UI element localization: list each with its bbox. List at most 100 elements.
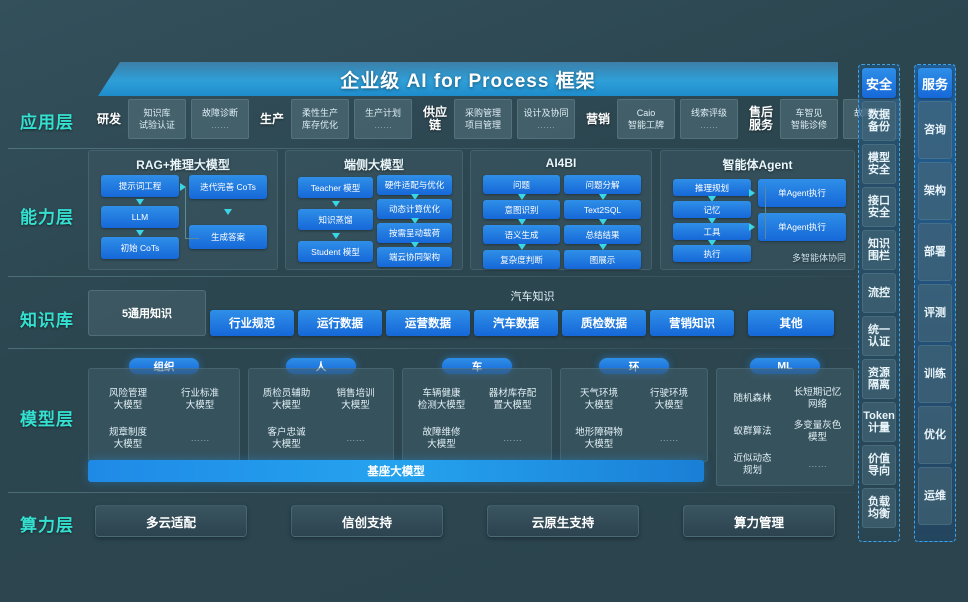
model-item[interactable]: 多变量灰色 模型 xyxy=(793,419,842,443)
service-rail-item[interactable]: 训练 xyxy=(918,345,952,403)
model-item[interactable]: 行驶环境 大模型 xyxy=(649,387,688,411)
layer-label-knowledge: 知识库 xyxy=(20,311,74,330)
model-item[interactable]: 随机森林 xyxy=(733,392,772,404)
capability-node[interactable]: Teacher 模型 xyxy=(298,177,373,198)
capability-node[interactable]: 迭代完善 CoTs xyxy=(189,175,267,199)
flow-arrow-down-icon xyxy=(517,219,526,225)
service-rail-item[interactable]: 架构 xyxy=(918,162,952,220)
capability-node[interactable]: 语义生成 xyxy=(483,225,560,244)
capability-node[interactable]: LLM xyxy=(101,206,179,228)
application-cell[interactable]: Caio 智能工牌 xyxy=(617,99,675,139)
compute-chip[interactable]: 多云适配 xyxy=(95,505,247,537)
capability-node[interactable]: 生成答案 xyxy=(189,225,267,249)
model-item[interactable]: …… xyxy=(808,459,827,471)
service-rail-item[interactable]: 运维 xyxy=(918,467,952,525)
banner-title-text: 企业级 AI for Process 框架 xyxy=(340,70,596,92)
application-cell[interactable]: 线索评级…… xyxy=(680,99,738,139)
compute-chip[interactable]: 信创支持 xyxy=(291,505,443,537)
security-rail-item[interactable]: 接口安全 xyxy=(862,187,896,227)
service-rail-item[interactable]: 优化 xyxy=(918,406,952,464)
model-item[interactable]: 行业标准 大模型 xyxy=(180,387,219,411)
capability-node[interactable]: 问题 xyxy=(483,175,560,194)
application-cell[interactable]: 采购管理 项目管理 xyxy=(454,99,512,139)
knowledge-chip[interactable]: 营销知识 xyxy=(650,310,734,336)
application-cell[interactable]: 柔性生产 库存优化 xyxy=(291,99,349,139)
application-cell[interactable]: 设计及协同…… xyxy=(517,99,575,139)
security-rail-item[interactable]: 资源隔离 xyxy=(862,359,896,399)
security-rail-item[interactable]: 统一认证 xyxy=(862,316,896,356)
base-model-bar[interactable]: 基座大模型 xyxy=(88,460,704,482)
model-item[interactable]: 风险管理 大模型 xyxy=(108,387,147,411)
knowledge-chip[interactable]: 运营数据 xyxy=(386,310,470,336)
security-rail-item[interactable]: 负载均衡 xyxy=(862,488,896,528)
capability-node[interactable]: 复杂度判断 xyxy=(483,250,560,269)
capability-node[interactable]: 初始 CoTs xyxy=(101,237,179,259)
capability-node[interactable]: 单Agent执行 xyxy=(758,213,846,241)
flow-arrow-down-icon xyxy=(136,229,144,236)
model-item[interactable]: …… xyxy=(190,432,210,444)
model-item[interactable]: 蚁群算法 xyxy=(733,425,772,437)
security-rail-item[interactable]: 模型安全 xyxy=(862,144,896,184)
capability-node[interactable]: 知识蒸馏 xyxy=(298,209,373,230)
model-group: ML 随机森林 长短期记忆 网络 蚁群算法 多变量灰色 模型 近似动态 规划…… xyxy=(716,358,854,486)
model-item[interactable]: …… xyxy=(503,432,522,444)
capability-node[interactable]: 执行 xyxy=(673,245,751,262)
model-item[interactable]: 质检员辅助 大模型 xyxy=(262,387,311,411)
application-group: 研发 知识库 试验认证 故障诊断…… xyxy=(90,96,253,142)
application-cell[interactable]: 故障诊断…… xyxy=(191,99,249,139)
security-rail-item[interactable]: 数据备份 xyxy=(862,101,896,141)
application-cell[interactable]: 生产计划…… xyxy=(354,99,412,139)
security-rail-head[interactable]: 安全 xyxy=(862,68,896,98)
flow-arrow-down-icon xyxy=(708,239,716,246)
service-rail-item[interactable]: 部署 xyxy=(918,223,952,281)
capability-node[interactable]: Student 模型 xyxy=(298,241,373,262)
application-cell[interactable]: 知识库 试验认证 xyxy=(128,99,186,139)
service-rail-head[interactable]: 服务 xyxy=(918,68,952,98)
security-rail-item[interactable]: 价值导向 xyxy=(862,445,896,485)
service-rail-item[interactable]: 评测 xyxy=(918,284,952,342)
capability-node[interactable]: 提示词工程 xyxy=(101,175,179,197)
model-item[interactable]: 销售培训 大模型 xyxy=(336,387,375,411)
model-item[interactable]: 规章制度 大模型 xyxy=(108,426,147,450)
model-item[interactable]: 近似动态 规划 xyxy=(733,453,772,477)
capability-node[interactable]: 单Agent执行 xyxy=(758,179,846,207)
application-cell[interactable]: 车智见 智能诊修 xyxy=(780,99,838,139)
model-item[interactable]: 地形障碍物 大模型 xyxy=(575,426,623,450)
flow-arrow-down-icon xyxy=(224,209,232,215)
knowledge-chip[interactable]: 行业规范 xyxy=(210,310,294,336)
model-item[interactable]: 故障维修 大模型 xyxy=(422,426,461,450)
model-item[interactable]: 车辆健康 检测大模型 xyxy=(417,387,466,411)
security-rail-item[interactable]: Token计量 xyxy=(862,402,896,442)
capability-node[interactable]: 动态计算优化 xyxy=(377,199,452,219)
capability-node[interactable]: 记忆 xyxy=(673,201,751,218)
capability-node[interactable]: 问题分解 xyxy=(564,175,641,194)
capability-node[interactable]: 按需呈动载荷 xyxy=(377,223,452,243)
capability-node[interactable]: 总结结果 xyxy=(564,225,641,244)
knowledge-chip[interactable]: 质检数据 xyxy=(562,310,646,336)
capability-panel: 智能体Agent 推理规划 记忆 工具 执行 单Agent执行 单Agent执行 多智能体协同 xyxy=(660,150,855,270)
capability-node[interactable]: 端云协同架构 xyxy=(377,247,452,267)
capability-node[interactable]: 硬件适配与优化 xyxy=(377,175,452,195)
service-rail-item[interactable]: 咨询 xyxy=(918,101,952,159)
model-item[interactable]: …… xyxy=(659,432,679,444)
model-item[interactable]: 器材库存配 置大模型 xyxy=(488,387,537,411)
security-rail-item[interactable]: 流控 xyxy=(862,273,896,313)
flow-arrow-down-icon xyxy=(517,194,526,200)
compute-chip[interactable]: 云原生支持 xyxy=(487,505,639,537)
knowledge-chip[interactable]: 其他 xyxy=(748,310,834,336)
capability-node[interactable]: 意图识别 xyxy=(483,200,560,219)
model-item[interactable]: …… xyxy=(346,432,365,444)
compute-chip[interactable]: 算力管理 xyxy=(683,505,835,537)
knowledge-generic-box[interactable]: 5通用知识 xyxy=(88,290,206,336)
knowledge-chip[interactable]: 汽车数据 xyxy=(474,310,558,336)
model-item[interactable]: 天气环境 大模型 xyxy=(579,387,618,411)
model-item[interactable]: 长短期记忆 网络 xyxy=(793,386,842,410)
capability-node[interactable]: 推理规划 xyxy=(673,179,751,196)
capability-node[interactable]: 图展示 xyxy=(564,250,641,269)
capability-node[interactable]: 工具 xyxy=(673,223,751,240)
model-item[interactable]: 客户忠诚 大模型 xyxy=(267,426,306,450)
capability-node[interactable]: Text2SQL xyxy=(564,200,641,219)
security-rail-item[interactable]: 知识围栏 xyxy=(862,230,896,270)
application-cell-line: 智能诊修 xyxy=(790,119,827,130)
knowledge-chip[interactable]: 运行数据 xyxy=(298,310,382,336)
